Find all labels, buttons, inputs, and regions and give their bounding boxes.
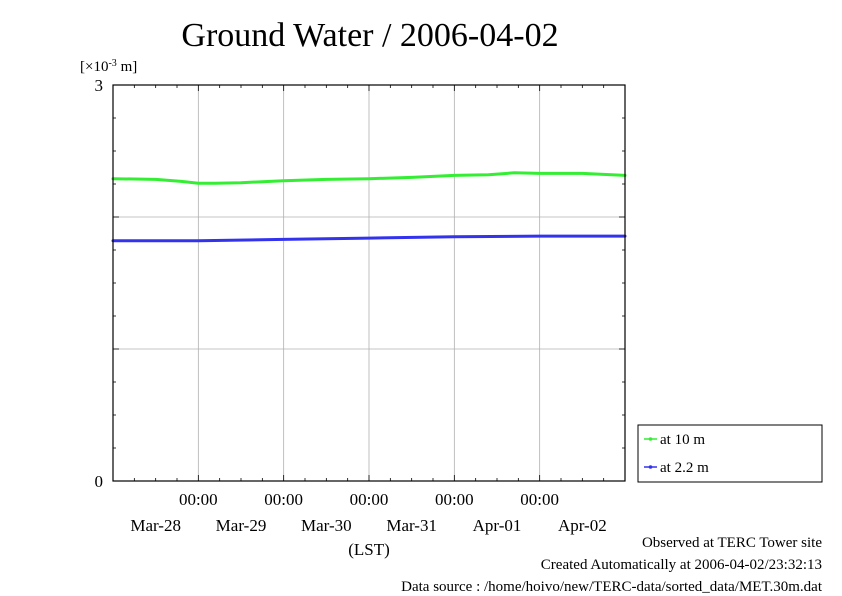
x-date-label: Mar-30: [301, 516, 352, 535]
y-tick-label-top: 3: [95, 76, 104, 95]
x-time-label: 00:00: [264, 490, 303, 509]
x-date-label: Mar-31: [386, 516, 437, 535]
legend-marker-10m: [648, 437, 653, 441]
y-unit-suffix: m]: [117, 59, 137, 75]
legend-label-10m: at 10 m: [660, 432, 705, 448]
x-date-label: Mar-29: [216, 516, 267, 535]
footer-source: Data source : /home/hoivo/new/TERC-data/…: [401, 579, 822, 595]
legend: at 10 m at 2.2 m: [637, 424, 823, 483]
legend-label-2-2m: at 2.2 m: [660, 460, 709, 476]
x-time-label: 00:00: [435, 490, 474, 509]
x-time-label: 00:00: [350, 490, 389, 509]
x-date-label: Mar-28: [130, 516, 181, 535]
footer-created: Created Automatically at 2006-04-02/23:3…: [540, 557, 822, 573]
chart-title: Ground Water / 2006-04-02: [181, 17, 558, 54]
series-layer: [111, 171, 627, 243]
footer-observed: Observed at TERC Tower site: [641, 535, 822, 551]
x-date-label: Apr-01: [473, 516, 522, 535]
legend-marker-2-2m: [648, 465, 653, 469]
y-unit-label: [×10-3 m]: [80, 58, 137, 76]
x-axis-labels: 00:00 00:00 00:00 00:00 00:00 Mar-28 Mar-29 Mar…: [130, 490, 606, 535]
y-unit-prefix: [×10: [80, 59, 108, 75]
plot-frame: [112, 84, 626, 482]
y-tick-label-bottom: 0: [95, 472, 104, 491]
grid-lines: [112, 84, 626, 482]
x-axis-label: (LST): [348, 540, 390, 559]
x-date-label: Apr-02: [558, 516, 607, 535]
x-time-label: 00:00: [179, 490, 218, 509]
series-line-0: [111, 171, 627, 185]
y-unit-exponent: -3: [108, 58, 116, 69]
x-time-label: 00:00: [520, 490, 559, 509]
series-line-1: [111, 234, 627, 243]
legend-box: [637, 424, 823, 483]
